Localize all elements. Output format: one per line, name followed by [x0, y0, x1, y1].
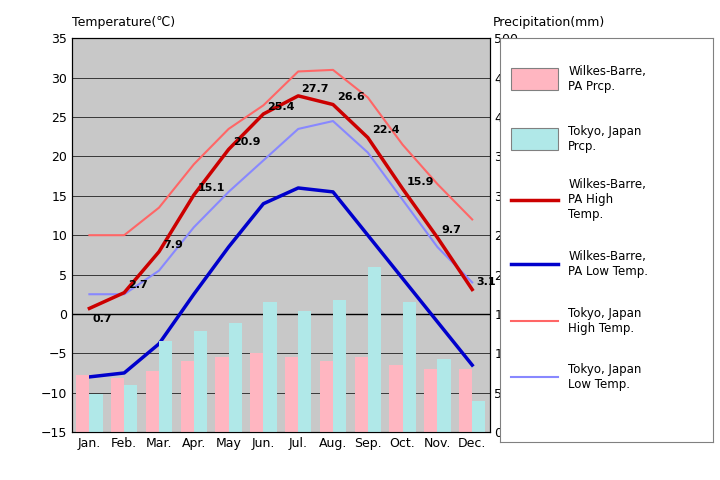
Text: Wilkes-Barre,
PA Prcp.: Wilkes-Barre, PA Prcp. [568, 65, 647, 93]
Bar [194, 331, 207, 432]
Bar [438, 359, 451, 432]
Text: Wilkes-Barre,
PA Low Temp.: Wilkes-Barre, PA Low Temp. [568, 250, 649, 278]
Text: 26.6: 26.6 [337, 92, 365, 102]
Bar [145, 371, 159, 432]
Bar [285, 357, 298, 432]
Text: Tokyo, Japan
Prcp.: Tokyo, Japan Prcp. [568, 125, 642, 153]
Text: Temperature(℃): Temperature(℃) [72, 16, 175, 29]
Text: 2.7: 2.7 [128, 280, 148, 290]
Text: 27.7: 27.7 [301, 84, 328, 94]
Bar [472, 400, 485, 432]
Text: 25.4: 25.4 [268, 102, 295, 112]
Bar [111, 378, 124, 432]
Text: 20.9: 20.9 [233, 137, 260, 147]
Bar [368, 267, 381, 432]
Bar [333, 300, 346, 432]
Text: 9.7: 9.7 [441, 226, 462, 235]
FancyBboxPatch shape [511, 128, 558, 150]
Text: 7.9: 7.9 [163, 240, 183, 250]
Bar [89, 394, 103, 432]
Bar [159, 341, 172, 432]
Bar [229, 324, 242, 432]
Text: 0.7: 0.7 [92, 314, 112, 324]
Text: 3.1: 3.1 [477, 277, 496, 288]
Text: Precipitation(mm): Precipitation(mm) [493, 16, 606, 29]
Bar [298, 311, 312, 432]
Bar [459, 369, 472, 432]
Bar [402, 302, 416, 432]
Bar [215, 357, 229, 432]
Bar [354, 357, 368, 432]
Bar [181, 361, 194, 432]
Text: Tokyo, Japan
High Temp.: Tokyo, Japan High Temp. [568, 307, 642, 335]
FancyBboxPatch shape [511, 68, 558, 90]
Bar [250, 353, 264, 432]
Bar [424, 369, 438, 432]
Bar [124, 385, 138, 432]
Text: Wilkes-Barre,
PA High
Temp.: Wilkes-Barre, PA High Temp. [568, 178, 647, 221]
Text: 22.4: 22.4 [372, 125, 400, 135]
Bar [320, 361, 333, 432]
Text: 15.1: 15.1 [198, 183, 225, 193]
Bar [264, 302, 276, 432]
Bar [390, 365, 402, 432]
Text: Tokyo, Japan
Low Temp.: Tokyo, Japan Low Temp. [568, 363, 642, 391]
Text: 15.9: 15.9 [407, 177, 434, 187]
Bar [76, 375, 89, 432]
